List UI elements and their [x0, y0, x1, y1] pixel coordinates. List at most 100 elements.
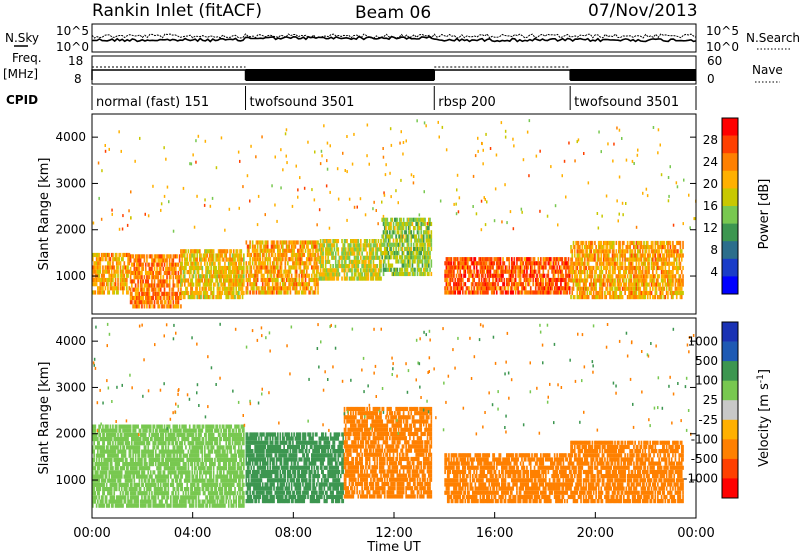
data-cell [190, 290, 192, 296]
data-cell [187, 278, 190, 283]
data-cell [504, 265, 507, 270]
data-cell [148, 300, 151, 305]
data-cell [113, 478, 116, 483]
data-cell [131, 441, 133, 446]
data-cell [456, 282, 459, 287]
data-cell [502, 269, 504, 274]
data-cell [139, 466, 142, 471]
data-cell [591, 240, 594, 246]
data-cell [341, 259, 343, 264]
data-cell [366, 243, 368, 248]
data-cell [572, 265, 575, 271]
data-cell [136, 462, 138, 467]
data-cell [147, 279, 150, 284]
data-cell [662, 265, 664, 271]
data-cell [265, 244, 268, 249]
data-cell [215, 265, 217, 271]
data-cell [224, 265, 226, 271]
data-cell [672, 240, 674, 246]
data-cell [180, 291, 182, 296]
data-cell [115, 445, 118, 450]
data-cell [115, 487, 118, 492]
data-cell [475, 273, 478, 278]
data-cell [157, 287, 160, 292]
data-cell [126, 441, 128, 446]
data-cell [234, 295, 236, 300]
data-cell [591, 274, 594, 279]
data-cell [107, 277, 109, 283]
data-cell [644, 282, 647, 287]
data-cell [239, 253, 241, 258]
data-cell [533, 261, 536, 266]
data-cell [455, 212, 458, 216]
data-cell [268, 248, 270, 253]
data-cell [307, 257, 309, 262]
data-cell [243, 270, 245, 275]
data-cell [448, 269, 450, 274]
data-cell [294, 269, 297, 274]
data-cell [489, 147, 492, 150]
data-cell [222, 257, 225, 262]
data-cell [416, 226, 419, 231]
data-cell [389, 230, 391, 235]
data-cell [134, 482, 137, 487]
data-cell [246, 244, 249, 249]
data-cell [93, 474, 95, 479]
data-cell [587, 265, 590, 271]
data-cell [344, 247, 347, 252]
data-cell [508, 261, 511, 266]
data-cell [623, 282, 625, 287]
data-cell [390, 234, 392, 239]
data-cell [166, 185, 169, 189]
data-cell [620, 261, 623, 266]
data-cell [270, 265, 273, 270]
data-cell [576, 265, 579, 271]
data-cell [253, 252, 255, 258]
data-cell [376, 243, 379, 248]
data-cell [624, 249, 626, 254]
data-cell [249, 252, 251, 258]
data-cell [146, 275, 148, 280]
data-cell [635, 225, 638, 229]
data-cell [142, 279, 144, 284]
data-cell [563, 261, 566, 266]
data-cell [232, 265, 235, 271]
data-cell [645, 278, 648, 283]
data-cell [371, 268, 374, 273]
data-cell [269, 277, 272, 283]
data-cell [163, 295, 166, 301]
nsearch-series [91, 33, 697, 39]
data-cell [199, 290, 201, 296]
data-cell [353, 132, 355, 136]
data-cell [528, 290, 531, 295]
data-cell [324, 239, 327, 244]
data-cell [227, 286, 230, 291]
data-cell [641, 270, 644, 275]
data-cell [92, 449, 94, 454]
data-cell [238, 270, 240, 275]
data-cell [138, 445, 141, 450]
data-cell [261, 261, 264, 266]
data-cell [473, 257, 475, 262]
data-cell [422, 267, 425, 272]
data-cell [529, 269, 532, 274]
data-cell [153, 275, 156, 280]
data-cell [322, 243, 324, 248]
data-cell [230, 274, 233, 279]
data-cell [555, 261, 557, 266]
data-cell [224, 270, 226, 275]
data-cell [540, 265, 542, 270]
data-cell [522, 286, 525, 291]
data-cell [137, 453, 139, 458]
data-cell [122, 491, 124, 496]
data-cell [568, 277, 571, 283]
data-cell [503, 282, 506, 287]
data-cell [473, 286, 475, 291]
data-cell [92, 445, 94, 450]
data-cell [271, 277, 274, 283]
data-cell [645, 240, 648, 246]
data-cell [521, 286, 523, 291]
y-tick-label: 2000 [55, 223, 86, 237]
data-cell [406, 217, 409, 222]
data-cell [402, 263, 405, 268]
